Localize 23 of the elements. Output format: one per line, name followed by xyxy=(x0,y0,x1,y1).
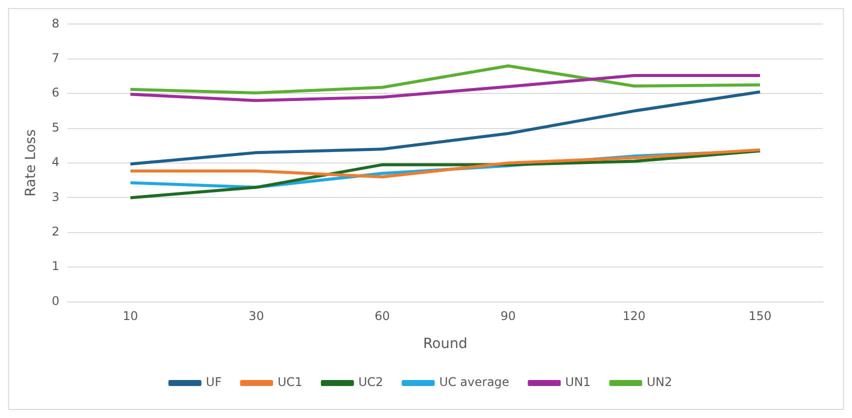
y-tick-label: 3 xyxy=(52,190,60,204)
y-tick-label: 5 xyxy=(52,120,60,134)
y-tick-label: 0 xyxy=(52,294,60,308)
x-tick-label: 90 xyxy=(500,309,516,324)
x-tick-label: 60 xyxy=(374,309,390,324)
legend-label: UF xyxy=(206,375,222,390)
legend-label: UN1 xyxy=(565,375,591,390)
y-tick-label: 1 xyxy=(52,259,60,274)
x-axis-title: Round xyxy=(423,336,468,352)
legend-label: UN2 xyxy=(646,375,672,390)
y-axis-title: Rate Loss xyxy=(23,129,40,197)
y-tick-label: 6 xyxy=(52,86,60,100)
y-tick-label: 4 xyxy=(52,155,60,170)
legend-label: UC average xyxy=(439,375,510,390)
x-tick-label: 150 xyxy=(748,309,772,324)
legend-label: UC2 xyxy=(358,375,384,390)
y-tick-label: 2 xyxy=(52,224,60,239)
y-tick-label: 7 xyxy=(52,51,60,66)
y-tick-label: 8 xyxy=(52,16,60,30)
legend-label: UC1 xyxy=(278,375,302,390)
x-tick-label: 30 xyxy=(248,309,264,324)
x-tick-label: 120 xyxy=(622,309,646,324)
x-tick-label: 10 xyxy=(122,309,138,324)
